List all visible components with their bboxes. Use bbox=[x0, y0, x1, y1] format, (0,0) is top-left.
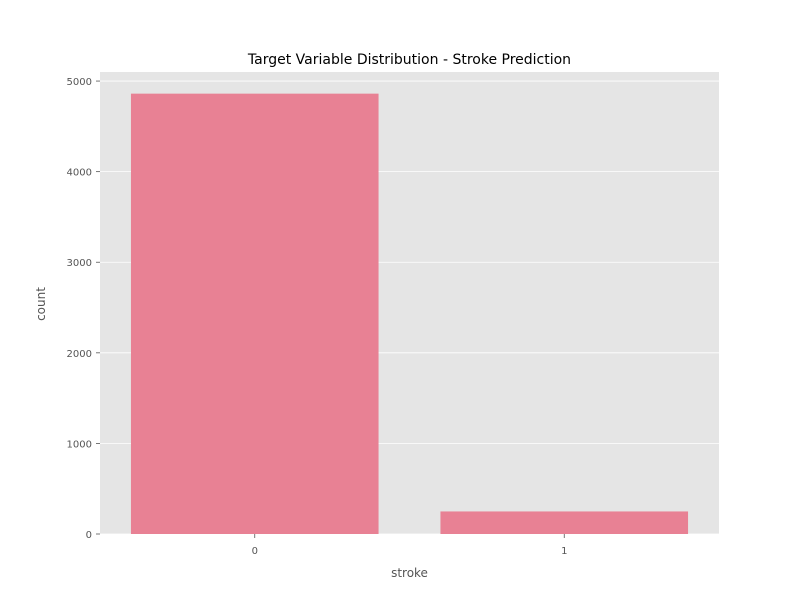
x-tick-label: 1 bbox=[561, 546, 567, 557]
x-tick-label: 0 bbox=[252, 546, 258, 557]
y-tick-label: 0 bbox=[86, 530, 92, 541]
x-axis-label: stroke bbox=[391, 566, 428, 580]
chart-title: Target Variable Distribution - Stroke Pr… bbox=[247, 52, 571, 68]
y-axis: 0 1000 2000 3000 4000 5000 bbox=[67, 77, 100, 541]
y-tick-label: 3000 bbox=[67, 258, 92, 269]
y-tick-label: 2000 bbox=[67, 349, 92, 360]
y-axis-label: count bbox=[34, 287, 48, 321]
y-tick-label: 1000 bbox=[67, 439, 92, 450]
bar-0 bbox=[130, 93, 379, 535]
y-tick-label: 5000 bbox=[67, 77, 92, 88]
bars bbox=[130, 93, 689, 535]
bar-1 bbox=[440, 511, 689, 534]
y-tick-label: 4000 bbox=[67, 168, 92, 179]
